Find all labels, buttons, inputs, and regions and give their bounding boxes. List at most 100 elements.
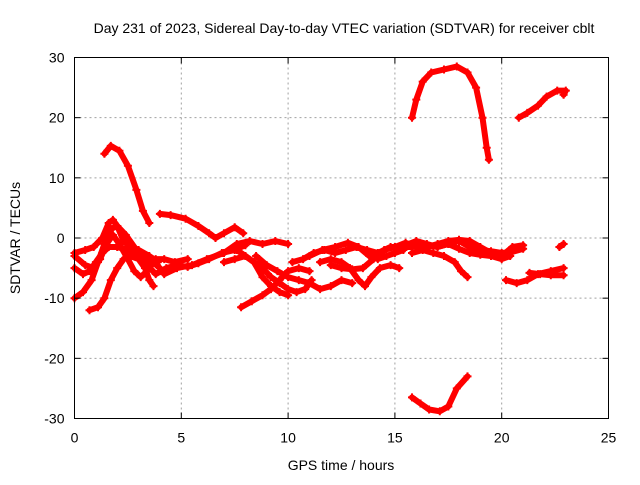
data-point — [166, 211, 175, 220]
data-point — [155, 264, 164, 273]
data-point — [559, 271, 568, 280]
data-point — [275, 276, 284, 285]
series-track-20 — [408, 62, 493, 164]
data-point — [294, 264, 303, 273]
data-point — [108, 215, 117, 224]
y-tick-label: -20 — [44, 350, 64, 366]
data-point — [331, 243, 340, 251]
data-point — [258, 273, 267, 282]
data-point — [457, 267, 466, 276]
data-point — [354, 243, 363, 251]
data-point — [145, 255, 154, 264]
data-point — [412, 240, 421, 248]
data-point — [390, 243, 399, 251]
data-point — [559, 90, 568, 99]
series-track-1 — [100, 141, 154, 227]
data-point — [514, 113, 523, 122]
data-point — [369, 255, 378, 264]
data-point — [348, 265, 357, 274]
data-point — [202, 255, 211, 264]
data-point — [534, 101, 542, 110]
data-point — [188, 261, 196, 270]
data-point — [425, 405, 434, 414]
data-point — [115, 146, 124, 155]
data-point — [100, 294, 109, 303]
data-point — [452, 62, 461, 71]
series-track-11 — [252, 252, 357, 294]
data-point — [249, 258, 258, 267]
data-point — [149, 282, 158, 291]
data-point — [138, 206, 147, 215]
data-point — [94, 303, 102, 312]
data-point — [559, 240, 568, 248]
data-point — [305, 252, 314, 260]
series-line — [161, 238, 292, 278]
data-point — [354, 276, 363, 285]
y-tick-label: 0 — [57, 230, 65, 246]
data-point — [284, 291, 293, 300]
data-point — [123, 246, 132, 254]
data-point — [358, 264, 367, 273]
series-line — [317, 256, 403, 290]
data-point — [523, 108, 532, 117]
data-point — [145, 276, 154, 285]
x-axis-label: GPS time / hours — [288, 457, 395, 473]
data-point — [416, 399, 425, 408]
series-track-19 — [412, 235, 528, 260]
data-point — [119, 255, 128, 264]
data-point — [284, 273, 293, 282]
axis-ticks: 0 5 10 15 20 25 30 20 10 0 -10 -20 -30 — [44, 50, 616, 446]
data-point — [476, 243, 485, 251]
data-point — [422, 243, 431, 251]
data-point — [79, 288, 87, 297]
data-point — [561, 86, 570, 95]
data-point — [81, 261, 90, 270]
data-point — [318, 246, 327, 254]
data-point — [211, 234, 220, 242]
data-point — [98, 234, 107, 242]
y-tick-label: 20 — [49, 110, 65, 126]
x-tick-label: 0 — [71, 430, 79, 446]
y-axis-label: SDTVAR / TECUs — [7, 182, 23, 294]
data-point — [292, 288, 301, 297]
data-point — [284, 240, 293, 248]
x-tick-label: 25 — [601, 430, 617, 446]
data-point — [205, 229, 214, 238]
data-point — [463, 68, 472, 77]
data-point — [519, 241, 528, 250]
series-track-21 — [514, 86, 570, 122]
data-point — [502, 276, 510, 285]
data-point — [305, 279, 314, 288]
data-point — [375, 264, 384, 273]
data-point — [275, 288, 284, 297]
data-point — [337, 264, 346, 273]
data-point — [429, 249, 438, 257]
data-point — [546, 271, 555, 280]
data-point — [237, 303, 246, 312]
data-point — [418, 77, 427, 86]
y-tick-label: -30 — [44, 411, 64, 427]
data-point — [258, 291, 267, 300]
data-point — [386, 261, 395, 270]
data-point — [525, 268, 534, 277]
data-point — [239, 229, 248, 238]
data-point — [106, 141, 115, 150]
data-point — [136, 273, 145, 282]
data-point — [123, 161, 132, 170]
data-point — [155, 209, 164, 218]
data-point — [252, 252, 261, 260]
data-point — [245, 237, 254, 245]
data-point — [183, 255, 192, 264]
data-point — [247, 297, 256, 306]
data-point — [113, 243, 122, 251]
data-point — [267, 282, 275, 291]
series-track-24 — [525, 268, 568, 280]
data-point — [455, 235, 463, 244]
data-point — [326, 261, 335, 270]
data-point — [106, 276, 115, 285]
data-point — [497, 252, 506, 260]
data-point — [536, 270, 545, 279]
data-point — [301, 285, 310, 294]
